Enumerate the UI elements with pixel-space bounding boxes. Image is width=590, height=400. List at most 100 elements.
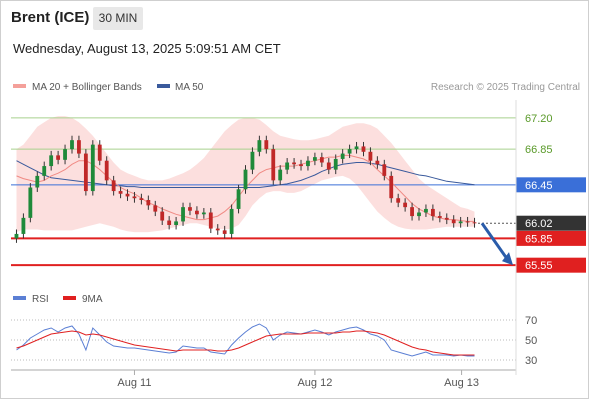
chart-datetime: Wednesday, August 13, 2025 5:09:51 AM CE… [13,41,281,56]
candle-body [125,193,130,197]
candle [243,165,248,194]
rsi-tick-label: 50 [525,335,537,347]
candle [319,152,324,167]
candle-body [28,187,33,218]
tick-label: 66.45 [525,180,553,192]
candle [208,208,213,234]
rsi-legend: RSI 9MA [13,294,103,305]
candle [97,140,102,166]
legend-label-ma50: MA 50 [175,82,204,93]
candle [396,193,401,208]
candle-body [340,153,345,159]
rsi-tick-label: 30 [525,355,537,367]
legend-swatch-rsi [13,296,26,300]
candle-body [21,217,26,234]
candle [444,213,449,225]
candle [292,158,296,169]
candle-body [188,207,192,211]
candle [389,171,394,203]
candle [104,156,109,185]
price-badge [516,257,586,273]
candle [424,204,428,217]
candle-body [201,212,206,215]
candle-body [319,157,324,163]
candle [181,202,185,226]
candle [264,135,269,154]
candle [257,135,262,157]
candle-body [285,162,290,170]
candle [472,217,477,228]
candle [326,158,331,175]
legend: MA 20 + Bollinger Bands MA 50 Research ©… [13,82,580,93]
candle-body [167,220,172,225]
candle [271,144,276,185]
candle [236,184,241,214]
candle-body [139,198,144,200]
candle-body [437,216,442,218]
candle-body [264,140,269,150]
candle [312,152,317,166]
candle-body [222,230,227,234]
candle-body [389,175,394,199]
candle [49,150,54,171]
candle-body [104,160,109,181]
candle-body [257,140,262,152]
candle-body [444,217,449,220]
candle-body [195,210,199,215]
candle [451,215,456,228]
candle [306,156,310,171]
price-chart: 67.20 66.85 66.45 66.02 65.85 65.55 [11,113,586,273]
forecast-arrowhead [502,252,513,266]
x-axis: Aug 11 Aug 12 Aug 13 [11,100,517,389]
price-level-label-resistance: 66.85 [525,144,553,156]
candle-body [306,160,310,167]
candle-body [229,208,234,234]
candle-body [70,140,74,150]
legend-label-rsi: RSI [32,294,49,305]
x-tick-label: Aug 12 [297,377,332,389]
candle [437,211,442,223]
price-level-label-resistance: 67.20 [525,113,553,125]
candle-body [243,169,248,190]
instrument-title: Brent (ICE) [11,9,90,26]
legend-label-9ma: 9MA [82,294,103,305]
candle-body [403,202,408,208]
candle-body [56,155,61,160]
candle-body [77,140,81,154]
candle-body [347,149,352,154]
tick-label: 65.85 [525,233,553,245]
candle-body [146,200,151,206]
candle-body [132,196,137,199]
candle [125,189,130,201]
candle-body [271,149,276,181]
candle [361,141,366,157]
candle [354,141,359,154]
candle [70,135,74,154]
candle [146,195,151,210]
candle [465,216,470,227]
candle [28,183,33,223]
legend-label-ma20: MA 20 + Bollinger Bands [32,82,142,93]
candle-body [396,198,401,203]
legend-swatch-ma20 [13,84,26,88]
candle [215,224,220,235]
candle-body [35,175,40,188]
candle-body [278,169,283,181]
candle-body [42,166,47,176]
timeframe-badge[interactable]: 30 MIN [93,7,143,30]
candle-body [382,164,387,176]
candle [278,165,283,185]
candle-body [97,144,102,161]
tick-label: 67.20 [525,113,553,125]
candle-body [153,205,158,212]
candle [333,154,338,175]
candle-body [326,162,331,170]
candle-body [174,221,179,225]
candle [375,156,380,169]
price-level-label-support: 65.55 [516,257,586,273]
candle [42,161,47,181]
candle [21,213,26,239]
candle [63,144,67,165]
